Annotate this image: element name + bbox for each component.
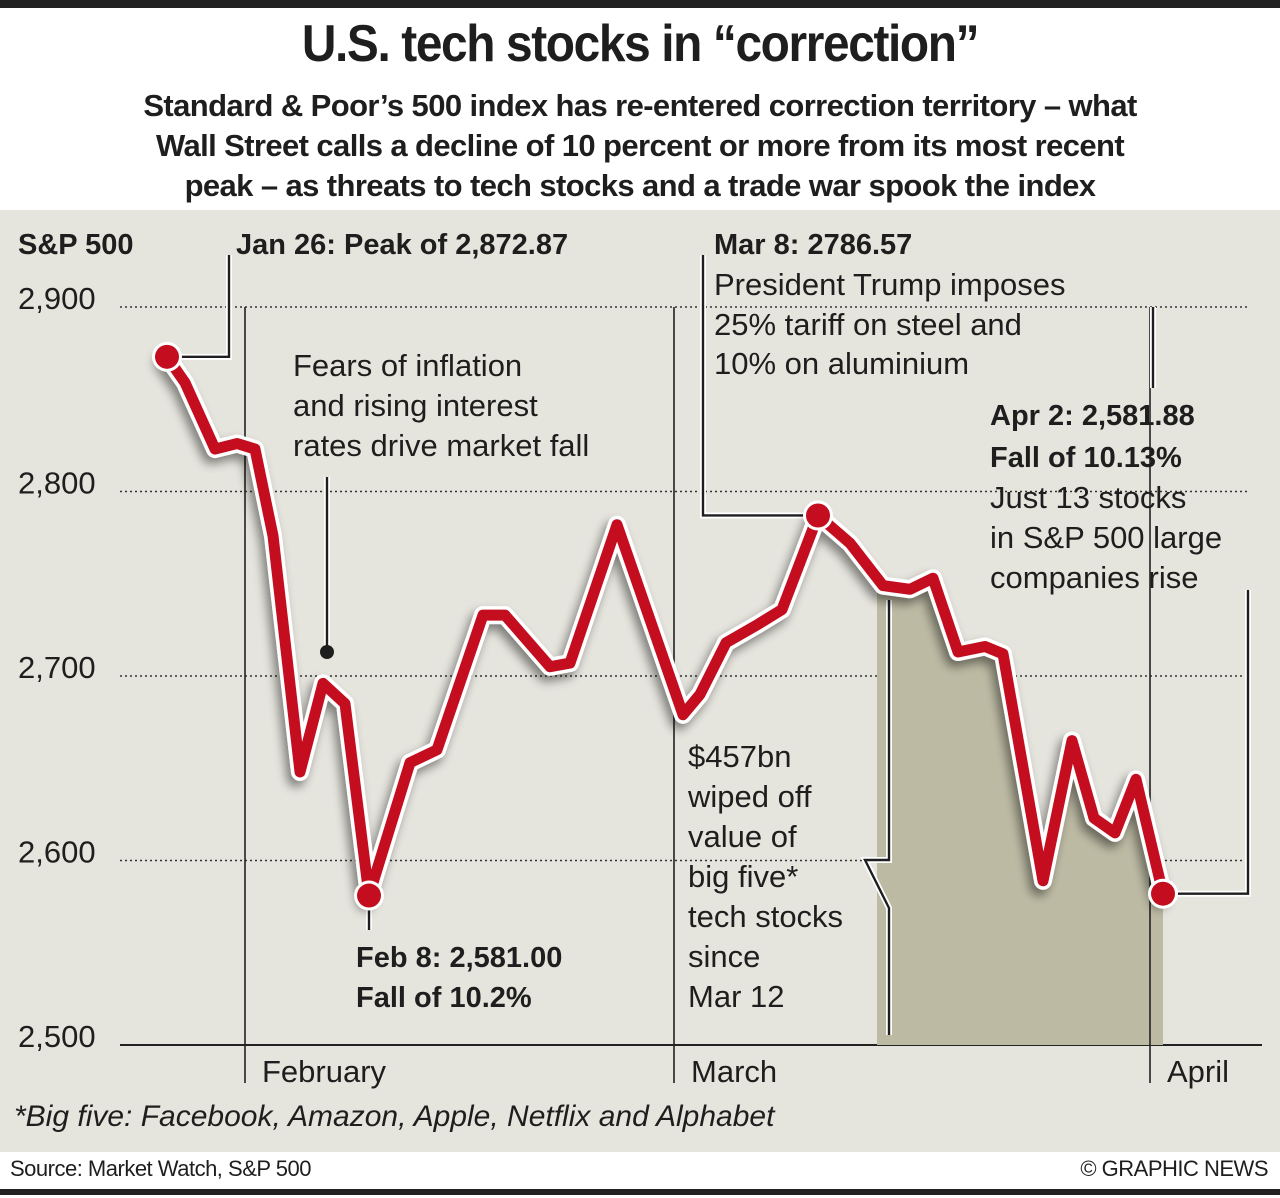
annotation-line: $457bn — [688, 739, 791, 774]
y-tick-labels: 2,500 2,600 2,700 2,800 2,900 — [18, 281, 96, 1054]
annotation-line: since — [688, 939, 760, 974]
footnote: *Big five: Facebook, Amazon, Apple, Netf… — [14, 1100, 776, 1133]
subtitle-line: Standard & Poor’s 500 index has re-enter… — [143, 88, 1137, 123]
x-month-labels: February March April — [262, 1054, 1229, 1089]
highlight-dot — [357, 883, 381, 908]
highlight-dot — [155, 344, 179, 369]
highlight-dot — [806, 503, 830, 528]
annotation-leaders — [167, 255, 1251, 1035]
annotation-mar8: President Trump imposes 25% tariff on st… — [714, 267, 1065, 381]
annotation-line: value of — [688, 819, 797, 854]
annotation-line: tech stocks — [688, 899, 843, 934]
y-tick-label: 2,800 — [18, 466, 96, 501]
annotation-line: in S&P 500 large — [990, 520, 1222, 555]
highlight-points — [152, 341, 1178, 911]
y-tick-label: 2,600 — [18, 835, 96, 870]
y-tick-label: 2,700 — [18, 650, 96, 685]
annotation-apr2-title: Apr 2: 2,581.88 — [990, 400, 1195, 432]
leader-apr2 — [1163, 590, 1250, 895]
subtitle-line: Wall Street calls a decline of 10 percen… — [155, 128, 1125, 163]
publisher-credit: © GRAPHIC NEWS — [1080, 1156, 1268, 1181]
chart-subtitle: Standard & Poor’s 500 index has re-enter… — [40, 86, 1240, 206]
annotation-apr2: Apr 2: 2,581.88 Fall of 10.13% Just 13 s… — [990, 400, 1222, 595]
y-tick-label: 2,500 — [18, 1019, 96, 1054]
series-line-group — [158, 347, 1172, 905]
annotation-line: wiped off — [687, 779, 812, 814]
leader-apr2-halo — [1163, 590, 1251, 897]
annotation-line: companies rise — [990, 560, 1198, 595]
shaded-area-since-mar12 — [877, 578, 1163, 1045]
leader-fears-dot — [320, 645, 334, 659]
top-rule — [0, 0, 1280, 8]
x-month-label: March — [691, 1054, 777, 1089]
annotation-line: big five* — [688, 859, 798, 894]
annotation-bigfive: $457bn wiped off value of big five* tech… — [687, 739, 843, 1014]
annotation-line: President Trump imposes — [714, 267, 1065, 302]
chart-title: U.S. tech stocks in “correction” — [301, 15, 980, 73]
bottom-rule — [0, 1189, 1280, 1195]
annotation-line: rates drive market fall — [293, 428, 589, 463]
subtitle-line: peak – as threats to tech stocks and a t… — [184, 168, 1096, 203]
annotation-feb8: Feb 8: 2,581.00 Fall of 10.2% — [356, 942, 562, 1014]
annotation-fears: Fears of inflation and rising interest r… — [293, 348, 589, 463]
annotation-line: and rising interest — [293, 388, 538, 423]
leader-mar8 — [701, 255, 818, 517]
x-month-label: February — [262, 1054, 387, 1089]
annotation-feb8-fall: Fall of 10.2% — [356, 982, 532, 1014]
annotation-line: Mar 12 — [688, 979, 784, 1014]
x-month-label: April — [1167, 1054, 1229, 1089]
annotation-line: 10% on aluminium — [714, 346, 969, 381]
annotation-line: 25% tariff on steel and — [714, 307, 1022, 342]
series-line-sp500 — [161, 351, 1169, 902]
leader-jan26-halo — [167, 255, 232, 360]
shaded-area-group — [877, 578, 1163, 1045]
annotation-jan26: Jan 26: Peak of 2,872.87 — [236, 229, 568, 261]
leader-jan26 — [167, 255, 231, 359]
y-tick-label: 2,900 — [18, 281, 96, 316]
y-axis-title: S&P 500 — [18, 229, 134, 261]
leader-bigfive — [863, 600, 891, 1035]
annotation-line: Fears of inflation — [293, 348, 522, 383]
annotation-line: Just 13 stocks — [990, 480, 1186, 515]
highlight-dot — [1151, 881, 1175, 906]
annotation-mar8-title: Mar 8: 2786.57 — [714, 229, 912, 261]
annotation-feb8-title: Feb 8: 2,581.00 — [356, 942, 562, 974]
source-credit: Source: Market Watch, S&P 500 — [10, 1156, 311, 1181]
annotation-apr2-fall: Fall of 10.13% — [990, 442, 1182, 474]
